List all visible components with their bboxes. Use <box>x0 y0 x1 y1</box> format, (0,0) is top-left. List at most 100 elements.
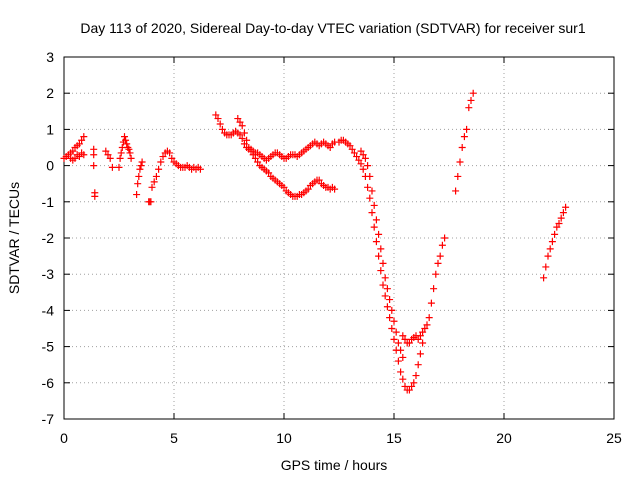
data-point <box>399 353 407 361</box>
data-point <box>350 149 358 157</box>
data-point <box>421 325 429 332</box>
x-tick-label: 5 <box>170 430 178 446</box>
data-point <box>414 335 422 343</box>
data-point <box>69 147 77 155</box>
data-point <box>397 368 405 376</box>
data-point <box>553 223 561 231</box>
data-point <box>280 183 288 191</box>
data-point <box>122 136 130 144</box>
data-point <box>542 263 550 271</box>
data-point <box>392 328 400 336</box>
data-point <box>379 281 387 289</box>
data-point <box>238 122 246 130</box>
data-point <box>372 238 380 246</box>
data-point <box>377 267 385 275</box>
data-point <box>80 133 88 141</box>
data-point <box>304 185 312 193</box>
data-point <box>234 115 242 123</box>
data-point <box>155 165 163 173</box>
data-point <box>381 292 389 300</box>
data-point <box>394 339 402 347</box>
data-point <box>121 133 128 141</box>
data-point <box>423 321 431 329</box>
data-point <box>127 154 135 162</box>
data-point <box>416 350 424 358</box>
data-point <box>359 151 367 159</box>
y-tick-label: -4 <box>42 302 55 318</box>
data-point <box>148 183 156 191</box>
data-point <box>434 259 442 267</box>
y-tick-label: -3 <box>42 266 55 282</box>
data-point <box>562 203 570 211</box>
x-tick-label: 0 <box>60 430 68 446</box>
data-point <box>212 111 220 119</box>
data-point <box>91 192 99 200</box>
data-point <box>245 144 253 151</box>
data-point <box>370 223 378 231</box>
data-point <box>375 252 383 260</box>
x-axis-label: GPS time / hours <box>281 457 388 473</box>
data-point <box>377 245 385 253</box>
y-tick-labels: -7 -6 -5 -4 -3 -2 -1 0 1 2 3 <box>42 49 55 427</box>
data-point <box>430 285 438 293</box>
data-point <box>414 361 422 369</box>
data-point <box>80 151 88 159</box>
data-point <box>557 214 565 222</box>
data-point <box>159 153 167 161</box>
data-point <box>425 314 433 322</box>
data-point <box>90 162 98 170</box>
data-point <box>251 154 259 162</box>
data-point <box>551 230 559 238</box>
data-point <box>326 144 334 151</box>
axis-ticks <box>63 56 615 420</box>
y-axis-label: SDTVAR / TECUs <box>6 182 22 294</box>
data-point <box>249 151 257 159</box>
x-tick-label: 10 <box>276 430 292 446</box>
data-point <box>157 158 165 166</box>
data-point <box>359 165 367 173</box>
data-point <box>116 154 124 162</box>
data-point <box>102 147 110 155</box>
y-tick-label: 0 <box>46 158 54 174</box>
x-tick-label: 25 <box>606 430 622 446</box>
data-point <box>427 299 435 307</box>
data-point <box>108 163 116 171</box>
data-point <box>168 154 176 162</box>
data-point <box>75 153 83 161</box>
data-point <box>216 120 224 128</box>
data-point <box>265 169 273 177</box>
data-point <box>456 158 464 166</box>
data-point <box>388 325 396 332</box>
data-point <box>544 252 552 260</box>
data-point <box>133 191 141 199</box>
data-point <box>416 332 424 340</box>
data-point <box>152 172 160 180</box>
data-point <box>436 252 444 260</box>
data-point <box>368 209 376 217</box>
data-point <box>126 149 134 157</box>
data-point <box>346 142 354 150</box>
data-point <box>410 379 418 387</box>
data-point <box>348 145 356 153</box>
data-points <box>60 89 570 394</box>
data-point <box>463 125 471 133</box>
data-point <box>150 178 158 186</box>
data-point <box>458 144 466 151</box>
data-point <box>75 140 83 148</box>
data-point <box>399 332 407 340</box>
data-point <box>390 317 398 325</box>
data-point <box>78 136 86 144</box>
data-point <box>123 140 131 148</box>
data-point <box>381 274 389 282</box>
data-point <box>240 129 248 137</box>
data-point <box>364 183 372 191</box>
data-point <box>135 172 143 180</box>
data-point <box>397 346 405 354</box>
data-point <box>254 158 262 166</box>
x-tick-label: 15 <box>386 430 402 446</box>
y-tick-label: -6 <box>42 375 55 391</box>
data-point <box>166 149 174 157</box>
data-point <box>106 154 114 162</box>
data-point <box>405 386 413 394</box>
